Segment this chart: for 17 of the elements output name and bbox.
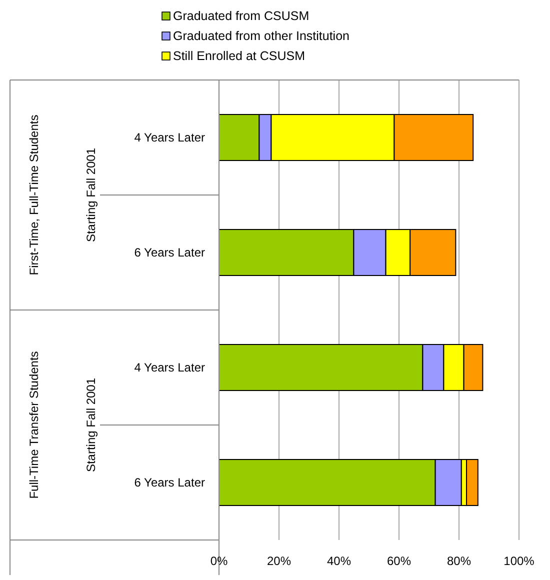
y-tick-label: 6 Years Later <box>134 476 205 490</box>
x-tick-label: 60% <box>386 554 412 568</box>
legend-label: Graduated from other Institution <box>173 29 350 43</box>
x-tick-label: 40% <box>326 554 352 568</box>
text: Starting Fall 2001 <box>84 378 98 472</box>
legend-label: Still Enrolled at CSUSM <box>173 49 305 63</box>
x-tick-label: 20% <box>266 554 292 568</box>
y-tick-label: 4 Years Later <box>134 130 205 144</box>
x-tick-label: 100% <box>504 554 535 568</box>
text: Starting Fall 2001 <box>84 148 98 242</box>
x-tick-label: 80% <box>446 554 472 568</box>
text: First-Time, Full-Time Students <box>27 114 41 276</box>
legend-label: Graduated from CSUSM <box>173 9 310 23</box>
x-tick-label: 0% <box>210 554 228 568</box>
text: Full-Time Transfer Students <box>27 351 41 499</box>
y-tick-label: 6 Years Later <box>134 246 205 260</box>
y-tick-label: 4 Years Later <box>134 360 205 374</box>
